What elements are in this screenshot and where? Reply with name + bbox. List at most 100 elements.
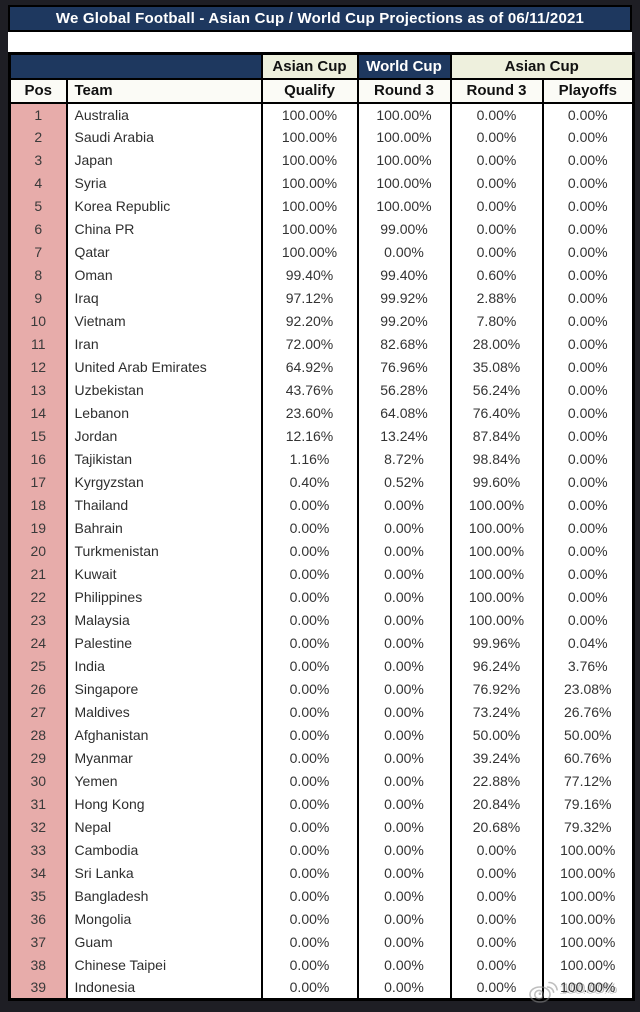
table-row: 8 Oman 99.40% 99.40% 0.60% 0.00% [8,263,635,287]
pos-cell: 34 [8,861,68,885]
table-row: 17 Kyrgyzstan 0.40% 0.52% 99.60% 0.00% [8,470,635,494]
asian-cup-qualify-cell: 12.16% [260,424,359,448]
asian-cup-round3-cell: 100.00% [449,493,544,517]
world-cup-round3-cell: 100.00% [356,102,452,126]
asian-cup-round3-cell: 22.88% [449,769,544,793]
asian-cup-round3-cell: 39.24% [449,746,544,770]
asian-cup-playoffs-cell: 0.00% [541,148,635,172]
asian-cup-playoffs-cell: 100.00% [541,861,635,885]
pos-cell: 14 [8,401,68,425]
pos-cell: 27 [8,700,68,724]
world-cup-round3-cell: 0.00% [356,539,452,563]
asian-cup-qualify-cell: 0.00% [260,746,359,770]
pos-cell: 6 [8,217,68,241]
asian-cup-round3-cell: 56.24% [449,378,544,402]
team-cell: Syria [65,171,263,195]
pos-cell: 36 [8,907,68,931]
team-cell: Afghanistan [65,723,263,747]
asian-cup-round3-cell: 0.00% [449,240,544,264]
asian-cup-qualify-cell: 100.00% [260,194,359,218]
asian-cup-playoffs-cell: 3.76% [541,654,635,678]
asian-cup-qualify-cell: 0.00% [260,953,359,977]
table-row: 21 Kuwait 0.00% 0.00% 100.00% 0.00% [8,562,635,586]
team-cell: Iraq [65,286,263,310]
pos-cell: 5 [8,194,68,218]
team-cell: Palestine [65,631,263,655]
group-header-blank [8,52,263,80]
world-cup-round3-cell: 0.00% [356,769,452,793]
pos-cell: 23 [8,608,68,632]
team-cell: Turkmenistan [65,539,263,563]
asian-cup-qualify-cell: 0.00% [260,838,359,862]
world-cup-round3-cell: 0.00% [356,677,452,701]
asian-cup-qualify-cell: 1.16% [260,447,359,471]
pos-cell: 29 [8,746,68,770]
asian-cup-playoffs-cell: 0.00% [541,194,635,218]
table-row: 36 Mongolia 0.00% 0.00% 0.00% 100.00% [8,907,635,931]
asian-cup-playoffs-cell: 100.00% [541,976,635,1000]
team-cell: Bahrain [65,516,263,540]
pos-cell: 35 [8,884,68,908]
asian-cup-playoffs-cell: 0.00% [541,424,635,448]
asian-cup-playoffs-cell: 50.00% [541,723,635,747]
world-cup-round3-cell: 0.00% [356,723,452,747]
asian-cup-playoffs-cell: 0.00% [541,378,635,402]
world-cup-round3-cell: 0.00% [356,585,452,609]
table-row: 4 Syria 100.00% 100.00% 0.00% 0.00% [8,171,635,195]
table-row: 13 Uzbekistan 43.76% 56.28% 56.24% 0.00% [8,378,635,402]
asian-cup-round3-cell: 0.00% [449,953,544,977]
team-cell: Sri Lanka [65,861,263,885]
pos-cell: 31 [8,792,68,816]
asian-cup-qualify-cell: 0.00% [260,723,359,747]
asian-cup-qualify-cell: 92.20% [260,309,359,333]
asian-cup-round3-cell: 0.00% [449,194,544,218]
table-row: 35 Bangladesh 0.00% 0.00% 0.00% 100.00% [8,884,635,908]
team-cell: Hong Kong [65,792,263,816]
asian-cup-playoffs-cell: 0.00% [541,125,635,149]
world-cup-round3-cell: 0.00% [356,976,452,1000]
asian-cup-round3-cell: 100.00% [449,562,544,586]
world-cup-round3-cell: 0.00% [356,815,452,839]
asian-cup-qualify-cell: 100.00% [260,240,359,264]
world-cup-round3-cell: 0.00% [356,861,452,885]
column-header-ac-round3: Round 3 [449,77,544,104]
asian-cup-qualify-cell: 0.40% [260,470,359,494]
pos-cell: 10 [8,309,68,333]
asian-cup-round3-cell: 0.00% [449,861,544,885]
pos-cell: 26 [8,677,68,701]
team-cell: Chinese Taipei [65,953,263,977]
world-cup-round3-cell: 0.00% [356,953,452,977]
world-cup-round3-cell: 64.08% [356,401,452,425]
table-row: 22 Philippines 0.00% 0.00% 100.00% 0.00% [8,585,635,609]
column-header-team: Team [65,77,263,104]
team-cell: India [65,654,263,678]
asian-cup-round3-cell: 100.00% [449,585,544,609]
world-cup-round3-cell: 100.00% [356,194,452,218]
world-cup-round3-cell: 99.20% [356,309,452,333]
asian-cup-playoffs-cell: 0.00% [541,263,635,287]
table-row: 19 Bahrain 0.00% 0.00% 100.00% 0.00% [8,516,635,540]
asian-cup-round3-cell: 87.84% [449,424,544,448]
team-cell: Oman [65,263,263,287]
team-cell: Tajikistan [65,447,263,471]
asian-cup-round3-cell: 28.00% [449,332,544,356]
pos-cell: 24 [8,631,68,655]
pos-cell: 22 [8,585,68,609]
world-cup-round3-cell: 0.00% [356,608,452,632]
world-cup-round3-cell: 0.00% [356,792,452,816]
team-cell: Singapore [65,677,263,701]
asian-cup-playoffs-cell: 0.00% [541,585,635,609]
team-cell: Qatar [65,240,263,264]
pos-cell: 15 [8,424,68,448]
table-row: 32 Nepal 0.00% 0.00% 20.68% 79.32% [8,815,635,839]
asian-cup-round3-cell: 50.00% [449,723,544,747]
table-row: 11 Iran 72.00% 82.68% 28.00% 0.00% [8,332,635,356]
table-row: 24 Palestine 0.00% 0.00% 99.96% 0.04% [8,631,635,655]
asian-cup-playoffs-cell: 26.76% [541,700,635,724]
pos-cell: 39 [8,976,68,1000]
pos-cell: 1 [8,102,68,126]
asian-cup-qualify-cell: 100.00% [260,125,359,149]
pos-cell: 18 [8,493,68,517]
world-cup-round3-cell: 0.00% [356,700,452,724]
team-cell: Vietnam [65,309,263,333]
